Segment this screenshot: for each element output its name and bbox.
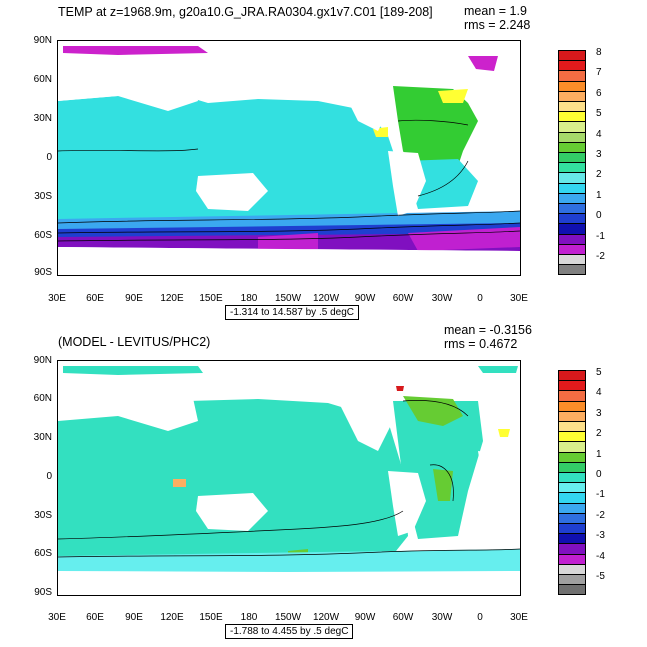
top-lat-label: 60S xyxy=(34,230,52,241)
colorbar-label: -1 xyxy=(596,230,605,242)
bottom-lat-label: 0 xyxy=(46,471,52,482)
bottom-lon-label: 120W xyxy=(312,612,340,623)
bottom-land-australia xyxy=(196,493,268,531)
top-lon-label: 150E xyxy=(199,293,223,304)
colorbar-label: 1 xyxy=(596,448,602,460)
colorbar-label: -5 xyxy=(596,571,605,582)
bottom-lat-label: 60S xyxy=(34,548,52,559)
colorbar-label: 3 xyxy=(596,407,602,419)
bottom-lat-label: 60N xyxy=(33,393,52,404)
bottom-arctic-strip xyxy=(63,366,203,375)
colorbar-label: 4 xyxy=(596,128,602,140)
top-land-south-america xyxy=(388,151,426,216)
bottom-land-africa xyxy=(478,451,520,511)
bottom-map-svg xyxy=(58,366,520,595)
bottom-lon-label: 60W xyxy=(392,612,414,623)
top-lon-label: 180 xyxy=(240,293,258,304)
bottom-lon-label: 150W xyxy=(274,612,302,623)
colorbar-label: 5 xyxy=(596,108,602,120)
bottom-lon-label: 30E xyxy=(48,612,66,623)
bottom-lon-label: 90E xyxy=(125,612,143,623)
top-map-svg xyxy=(58,46,520,275)
bottom-range-box: -1.788 to 4.455 by .5 degC xyxy=(225,624,354,639)
bottom-land-north-america xyxy=(328,379,393,451)
top-lat-label: 60N xyxy=(33,74,52,85)
colorbar-label: 2 xyxy=(596,169,602,181)
bottom-lon-label: 90W xyxy=(354,612,376,623)
top-lat-label: 30N xyxy=(33,113,52,124)
colorbar-swatch xyxy=(558,584,586,596)
top-ocean-pacific-indian xyxy=(58,91,408,226)
top-rms-text: rms = 2.248 xyxy=(464,18,531,32)
top-lat-label: 90S xyxy=(34,267,52,278)
top-lat-label: 30S xyxy=(34,191,52,202)
top-range-box: -1.314 to 14.587 by .5 degC xyxy=(225,305,359,320)
top-panel-title: TEMP at z=1968.9m, g20a10.G_JRA.RA0304.g… xyxy=(58,5,433,19)
top-lon-label: 90E xyxy=(125,293,143,304)
bottom-atlantic-green xyxy=(403,396,463,426)
bottom-rms-text: rms = 0.4672 xyxy=(444,337,518,351)
colorbar-label: 3 xyxy=(596,149,602,160)
colorbar-label: 0 xyxy=(596,210,602,222)
colorbar-label: 0 xyxy=(596,469,602,480)
top-land-antarctica xyxy=(58,247,520,275)
top-lon-label: 120E xyxy=(160,293,184,304)
bottom-lat-label: 30N xyxy=(33,432,52,443)
bottom-mean-text: mean = -0.3156 xyxy=(444,323,532,337)
bottom-lon-label: 30W xyxy=(431,612,453,623)
top-lon-label: 30E xyxy=(510,293,528,304)
bottom-lon-label: 180 xyxy=(240,612,258,623)
top-lon-label: 90W xyxy=(354,293,376,304)
top-lon-label: 60E xyxy=(86,293,104,304)
top-land-asia xyxy=(58,55,198,111)
top-lon-label: 60W xyxy=(392,293,414,304)
bottom-map xyxy=(57,360,521,596)
bottom-lon-label: 150E xyxy=(199,612,223,623)
colorbar-label: -3 xyxy=(596,530,605,542)
bottom-panel-title: (MODEL - LEVITUS/PHC2) xyxy=(58,335,211,349)
colorbar-label: 6 xyxy=(596,87,602,99)
bottom-lat-label: 30S xyxy=(34,510,52,521)
colorbar-label: 2 xyxy=(596,428,602,440)
bottom-lat-label: 90S xyxy=(34,587,52,598)
colorbar-label: 1 xyxy=(596,189,602,201)
colorbar-label: 5 xyxy=(596,367,602,378)
top-lon-label: 30W xyxy=(431,293,453,304)
bottom-land-south-america xyxy=(388,471,426,536)
top-land-australia xyxy=(196,173,268,211)
top-land-north-america xyxy=(328,59,393,131)
top-land-africa xyxy=(478,131,520,191)
top-lon-label: 150W xyxy=(274,293,302,304)
top-lon-label: 120W xyxy=(312,293,340,304)
bottom-lon-label: 120E xyxy=(160,612,184,623)
colorbar-label: -2 xyxy=(596,509,605,521)
top-lon-label: 0 xyxy=(477,293,483,304)
bottom-lon-label: 30E xyxy=(510,612,528,623)
top-map xyxy=(57,40,521,276)
bottom-land-antarctica xyxy=(58,571,520,595)
colorbar-label: 7 xyxy=(596,67,602,79)
colorbar-label: 8 xyxy=(596,47,602,58)
colorbar-label: -4 xyxy=(596,550,605,562)
colorbar-label: -2 xyxy=(596,251,605,262)
bottom-southern-band xyxy=(58,549,520,573)
top-mean-text: mean = 1.9 xyxy=(464,4,527,18)
bottom-land-asia xyxy=(58,375,198,431)
bottom-lon-label: 60E xyxy=(86,612,104,623)
top-lat-label: 90N xyxy=(33,35,52,46)
colorbar-label: -1 xyxy=(596,489,605,501)
colorbar-swatch xyxy=(558,264,586,276)
colorbar-label: 4 xyxy=(596,387,602,399)
top-arctic-strip xyxy=(63,46,208,55)
top-lat-label: 0 xyxy=(46,152,52,163)
top-lon-label: 30E xyxy=(48,293,66,304)
bottom-lon-label: 0 xyxy=(477,612,483,623)
bottom-lat-label: 90N xyxy=(33,355,52,366)
